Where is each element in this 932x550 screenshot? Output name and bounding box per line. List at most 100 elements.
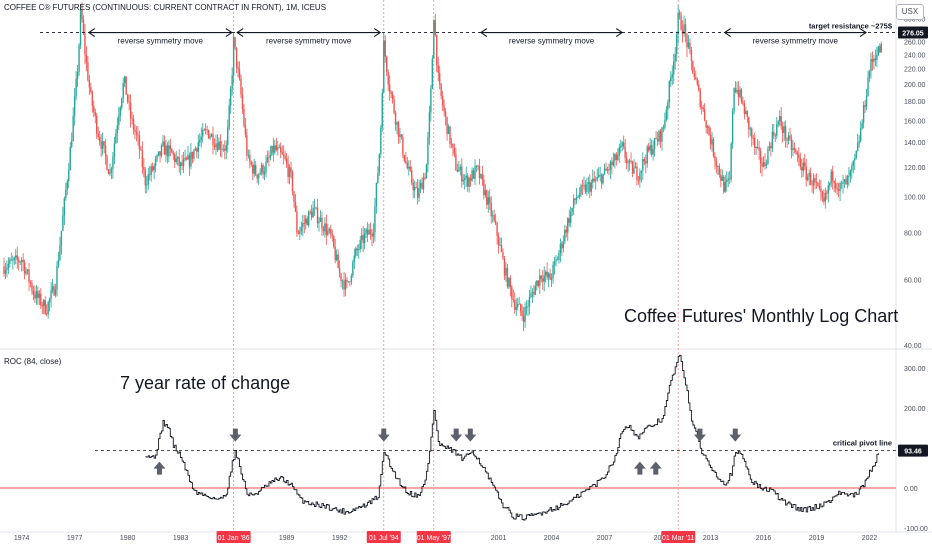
time-axis-tick: 2004	[544, 535, 560, 542]
candle-body	[550, 278, 553, 280]
candle-body	[396, 121, 398, 125]
candle-body	[331, 233, 333, 237]
candle-body	[839, 183, 841, 192]
candle-body	[637, 179, 640, 181]
candle-body	[282, 154, 285, 156]
candle-body	[324, 223, 326, 232]
up-arrow-icon	[633, 461, 646, 475]
candle-body	[808, 172, 810, 177]
time-axis-tick: 2001	[491, 535, 507, 542]
candle-body	[285, 158, 288, 164]
candle-body	[820, 188, 822, 193]
candle-body	[793, 148, 796, 150]
candle-body	[424, 177, 426, 179]
candle-body	[494, 220, 497, 224]
candle-body	[421, 182, 423, 190]
candle-body	[88, 80, 91, 88]
candle-body	[547, 273, 550, 278]
roc-axis-tick: 0.00	[904, 486, 918, 493]
candle-body	[472, 170, 475, 179]
candle-body	[846, 176, 849, 185]
candle-body	[505, 267, 507, 276]
candle-body	[751, 128, 753, 138]
candle-body	[586, 183, 588, 193]
candle-body	[569, 211, 572, 223]
candle-body	[288, 167, 291, 177]
price-axis-tick: 220.00	[904, 67, 926, 74]
candle-body	[22, 260, 24, 263]
candle-body	[437, 65, 439, 74]
candle-body	[608, 169, 610, 171]
candle-body	[179, 162, 182, 167]
candle-body	[630, 160, 632, 162]
candle-body	[702, 107, 704, 110]
candle-body	[589, 182, 591, 192]
candle-body	[137, 134, 139, 136]
candle-body	[715, 161, 718, 167]
candle-body	[436, 34, 438, 66]
candle-body	[427, 137, 429, 165]
candle-body	[29, 281, 32, 284]
symmetry-arrow-head	[615, 28, 624, 38]
candle-body	[418, 187, 420, 198]
candle-body	[661, 127, 663, 142]
candle-body	[113, 143, 116, 157]
candle-body	[85, 54, 88, 63]
candle-body	[670, 77, 672, 82]
candle-body	[371, 234, 373, 237]
candle-body	[243, 108, 245, 126]
candle-body	[606, 169, 609, 171]
currency-selector[interactable]: USX	[896, 4, 924, 20]
candle-body	[341, 280, 344, 282]
candle-body	[140, 149, 142, 151]
candle-body	[212, 134, 214, 146]
candle-body	[347, 281, 350, 283]
down-arrow-icon	[377, 428, 390, 442]
candle-body	[57, 260, 60, 266]
candle-body	[23, 262, 26, 274]
candle-body	[335, 254, 338, 261]
candle-body	[409, 166, 411, 171]
candle-body	[394, 112, 397, 125]
symmetry-arrow-head	[87, 28, 96, 38]
candle-body	[603, 168, 606, 174]
candle-body	[31, 283, 33, 291]
candle-body	[144, 169, 147, 186]
candle-body	[542, 278, 544, 282]
candle-body	[490, 202, 492, 217]
candle-body	[756, 146, 759, 148]
candle-body	[512, 298, 514, 300]
candle-body	[287, 163, 289, 177]
candle-body	[228, 105, 230, 128]
candle-body	[487, 197, 489, 205]
candle-body	[621, 142, 623, 147]
candle-body	[689, 42, 691, 50]
symmetry-arrow-head	[859, 28, 867, 38]
candle-body	[147, 174, 149, 185]
candle-body	[583, 184, 585, 186]
candle-body	[480, 173, 482, 178]
candle-body	[128, 101, 130, 103]
candle-body	[699, 90, 701, 108]
candle-body	[466, 175, 469, 187]
candle-body	[452, 143, 454, 148]
candle-body	[731, 111, 734, 144]
down-arrow-icon	[229, 428, 242, 442]
candle-body	[123, 76, 126, 84]
candle-body	[225, 145, 227, 151]
candle-body	[221, 148, 223, 150]
candle-body	[737, 89, 740, 97]
candle-body	[481, 173, 484, 180]
candle-body	[677, 12, 679, 35]
candle-body	[840, 183, 843, 184]
candle-body	[68, 170, 70, 182]
candle-body	[328, 228, 331, 231]
candle-body	[368, 229, 370, 235]
candle-body	[749, 128, 751, 130]
candle-body	[680, 15, 682, 30]
symmetry-arrow-head	[236, 28, 244, 38]
candle-body	[690, 49, 693, 61]
candle-body	[767, 148, 769, 165]
candle-body	[462, 179, 464, 182]
candle-body	[502, 252, 504, 259]
